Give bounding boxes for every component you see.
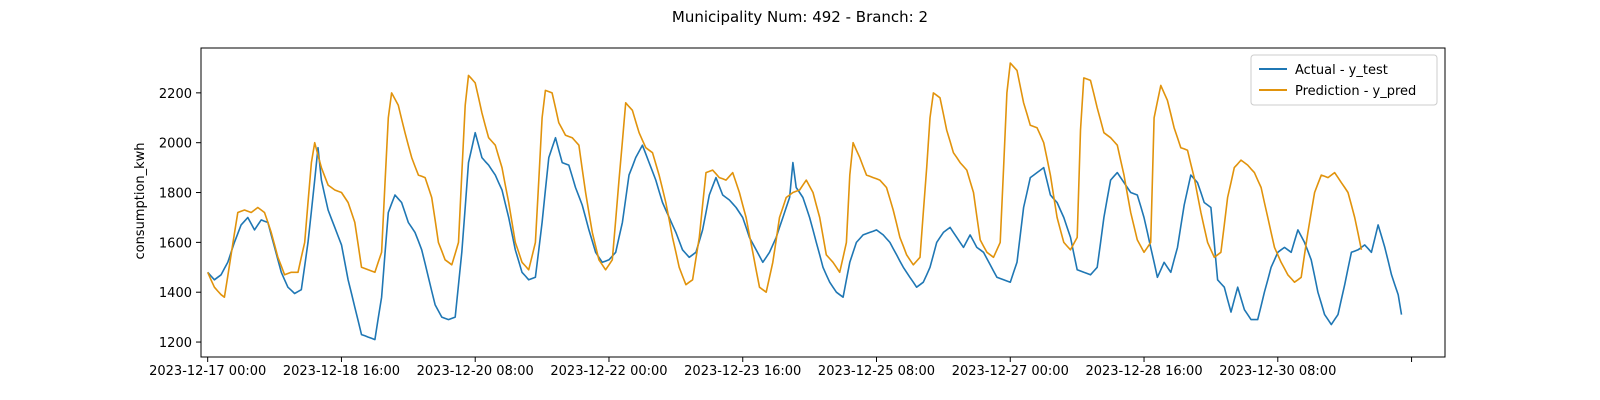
y-tick-label: 2000 — [159, 137, 192, 152]
y-tick-label: 2200 — [159, 87, 192, 102]
chart-title: Municipality Num: 492 - Branch: 2 — [672, 8, 928, 26]
series-lines — [206, 62, 1403, 341]
legend-entry-label: Actual - y_test — [1295, 63, 1388, 78]
legend-entry-label: Prediction - y_pred — [1295, 84, 1416, 99]
y-tick-label: 1600 — [159, 236, 192, 251]
legend-box — [1250, 54, 1438, 106]
x-tick-label: 2023-12-25 08:00 — [818, 364, 935, 379]
y-tick-label: 1200 — [159, 336, 192, 351]
x-tick-label: 2023-12-17 00:00 — [149, 364, 266, 379]
y-axis-ticks: 1200 1400 1600 1800 2000 2200 — [159, 87, 201, 351]
y-tick-label: 1400 — [159, 286, 192, 301]
x-tick-label: 2023-12-18 16:00 — [283, 364, 400, 379]
x-tick-label: 2023-12-22 00:00 — [550, 364, 667, 379]
plot-frame — [200, 47, 1446, 358]
series-line-actual — [207, 131, 1403, 341]
legend: Actual - y_test Prediction - y_pred — [1250, 54, 1438, 106]
x-tick-label: 2023-12-23 16:00 — [684, 364, 801, 379]
x-tick-label: 2023-12-20 08:00 — [417, 364, 534, 379]
y-tick-label: 1800 — [159, 187, 192, 202]
x-axis-ticks: 2023-12-17 00:00 2023-12-18 16:00 2023-12-… — [149, 357, 1413, 379]
x-tick-label: 2023-12-27 00:00 — [952, 364, 1069, 379]
x-tick-label: 2023-12-28 16:00 — [1085, 364, 1202, 379]
y-axis-label: consumption_kwh — [133, 142, 148, 259]
plot-area: 1200 1400 1600 1800 2000 2200 2023-12-17 00:0… — [149, 47, 1446, 379]
series-line-prediction — [206, 62, 1363, 299]
x-tick-label: 2023-12-30 08:00 — [1219, 364, 1336, 379]
